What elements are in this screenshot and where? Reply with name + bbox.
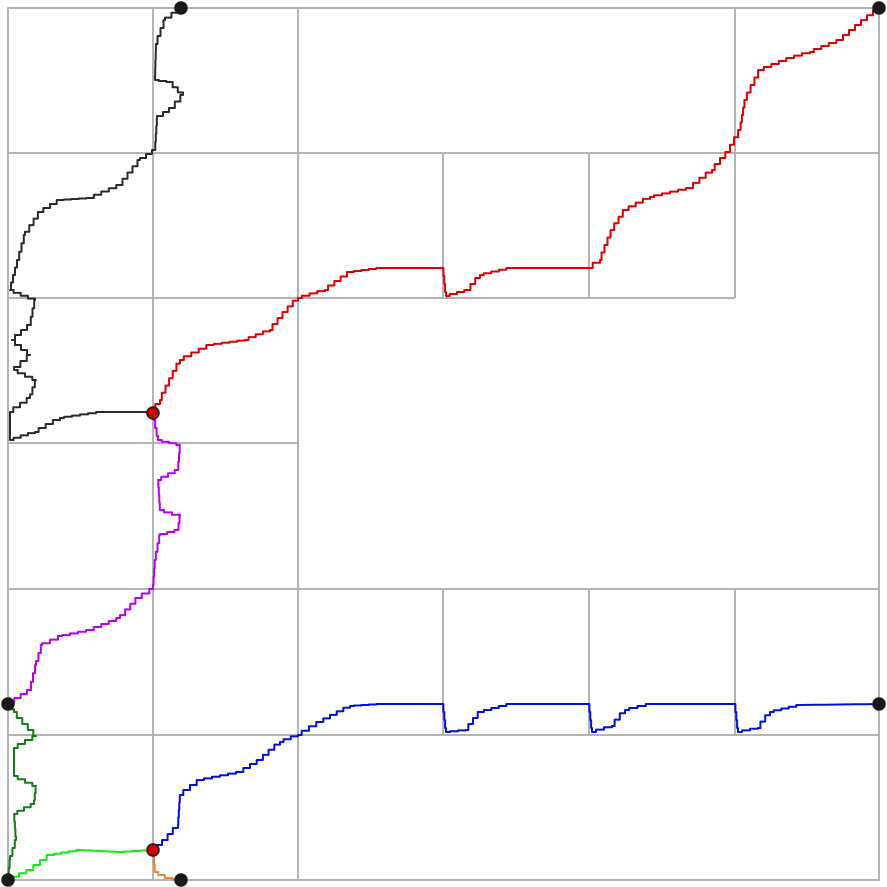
node-left-middle <box>1 697 15 711</box>
node-bottom-left <box>1 873 15 887</box>
grid-lines <box>7 7 880 881</box>
blue-path <box>153 703 879 851</box>
node-bottom-red <box>146 843 160 857</box>
node-center-red <box>146 406 160 420</box>
green-path <box>7 703 37 880</box>
node-top-left <box>174 1 188 15</box>
node-bottom <box>174 873 188 887</box>
black-path <box>9 7 184 441</box>
purple-path <box>7 411 181 704</box>
lime-path <box>8 849 153 881</box>
orange-path <box>152 849 182 881</box>
node-right-middle <box>872 697 886 711</box>
node-top-right <box>872 1 886 15</box>
red-path <box>153 8 880 413</box>
